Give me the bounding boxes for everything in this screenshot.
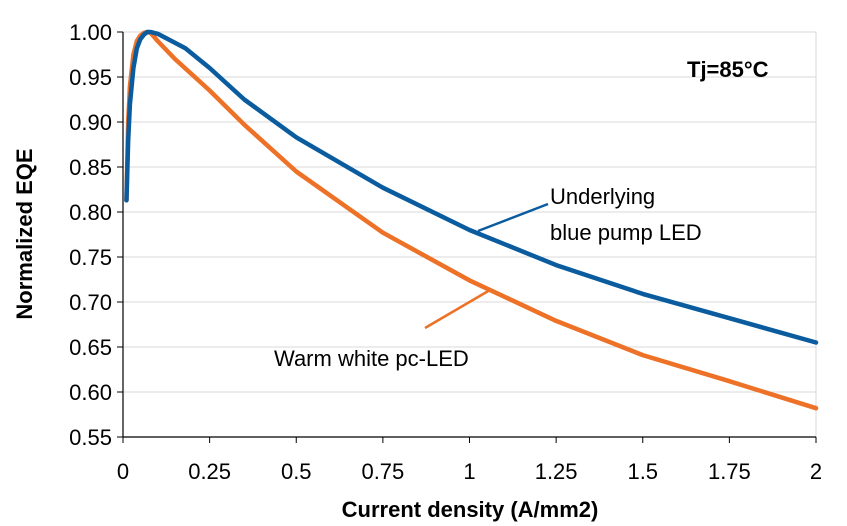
x-tick-labels: 0 0.25 0.5 0.75 1 1.25 1.5 1.75 2 (117, 459, 822, 484)
y-tick-label: 0.65 (69, 335, 112, 360)
series-line-0 (124, 29, 819, 345)
temperature-annotation: Tj=85°C (687, 57, 769, 82)
x-tick-label: 0.25 (188, 459, 231, 484)
y-tick-label: 1.00 (69, 20, 112, 45)
x-tick-label: 0.5 (281, 459, 312, 484)
x-tick-label: 0.75 (361, 459, 404, 484)
y-tick-labels: 0.55 0.60 0.65 0.70 0.75 0.80 0.85 0.90 0.95 1.00 (69, 20, 112, 450)
y-tick-label: 0.70 (69, 290, 112, 315)
x-tick-label: 2 (810, 459, 822, 484)
x-tick-label: 1.5 (627, 459, 658, 484)
y-axis-title: Normalized EQE (12, 148, 37, 319)
y-tick-label: 0.55 (69, 425, 112, 450)
x-tick-label: 1.75 (708, 459, 751, 484)
y-tick-label: 0.60 (69, 380, 112, 405)
y-tick-label: 0.90 (69, 110, 112, 135)
series-lines (124, 29, 819, 411)
x-tick-label: 0 (117, 459, 129, 484)
orange-series-label: Warm white pc-LED (274, 346, 469, 371)
blue-series-label-line1: Underlying (550, 184, 655, 209)
y-tick-label: 0.80 (69, 200, 112, 225)
y-tick-label: 0.95 (69, 65, 112, 90)
orange-leader-line (424, 288, 491, 330)
y-tick-label: 0.75 (69, 245, 112, 270)
axes (117, 31, 817, 443)
x-axis-title: Current density (A/mm2) (342, 497, 599, 522)
y-tick-label: 0.85 (69, 155, 112, 180)
annotation-leader-lines (424, 202, 549, 330)
blue-series-label-line2: blue pump LED (550, 220, 702, 245)
x-tick-label: 1.25 (535, 459, 578, 484)
blue-leader-line (477, 202, 549, 233)
x-tick-label: 1 (463, 459, 475, 484)
